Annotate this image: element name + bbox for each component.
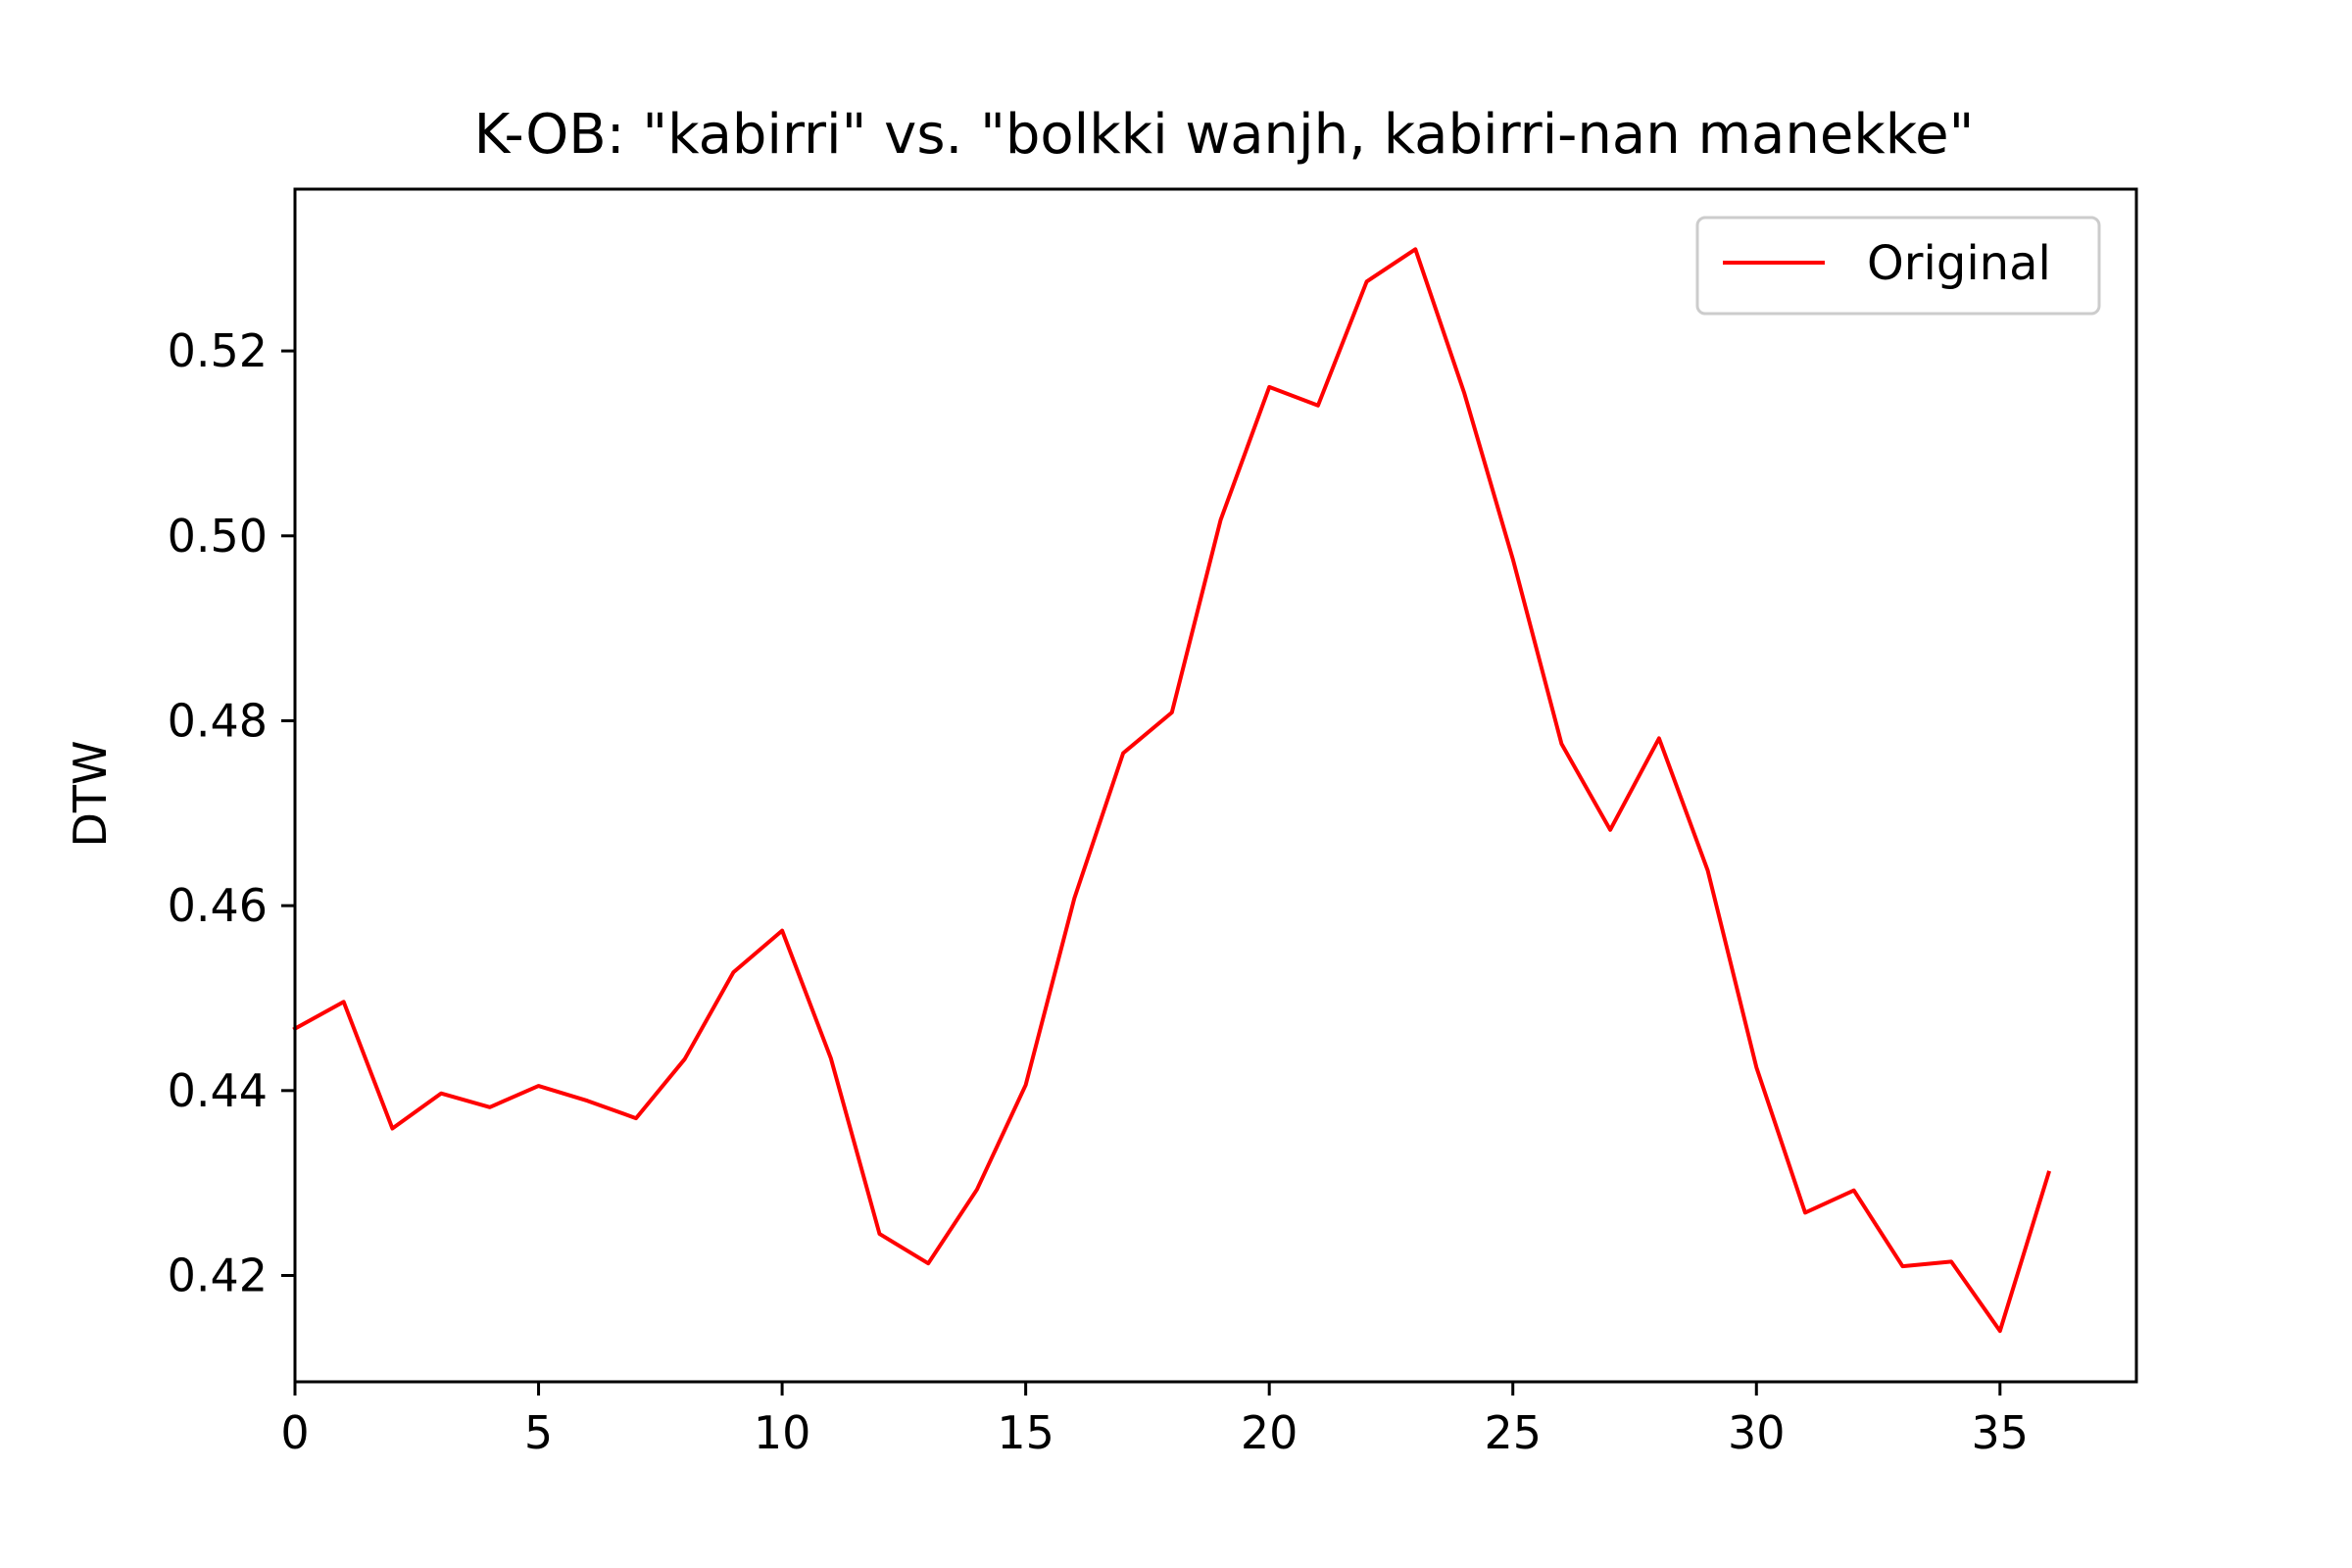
x-tick-label: 15: [997, 1406, 1054, 1459]
axes-frame: [293, 187, 2138, 1384]
x-tick-label: 0: [280, 1406, 309, 1459]
legend-label-original: Original: [1867, 236, 2051, 291]
y-tick-label: 0.48: [168, 694, 268, 747]
y-tick-label: 0.52: [168, 324, 268, 377]
x-tick-label: 30: [1728, 1406, 1786, 1459]
y-tick-label: 0.46: [168, 879, 268, 932]
chart-title: K-OB: "kabirri" vs. "bolkki wanjh, kabir…: [474, 103, 1975, 167]
series-line-original: [292, 247, 2052, 1334]
x-tick-label: 25: [1484, 1406, 1542, 1459]
x-tick-label: 20: [1241, 1406, 1298, 1459]
y-tick-label: 0.44: [168, 1064, 268, 1117]
x-tick-label: 10: [754, 1406, 811, 1459]
y-tick-label: 0.42: [168, 1250, 268, 1302]
x-tick-label: 5: [524, 1406, 553, 1459]
y-tick-label: 0.50: [168, 510, 268, 563]
y-axis-label: DTW: [64, 740, 117, 847]
plot-area: [292, 247, 2052, 1334]
axes: 0 5 10 15 20 25 30 35 0.42 0.44 0.46 0.48 0.50 0.52: [168, 187, 2138, 1459]
legend: Original: [1695, 216, 2101, 316]
legend-box: [1695, 216, 2101, 316]
x-tick-label: 35: [1972, 1406, 2030, 1459]
